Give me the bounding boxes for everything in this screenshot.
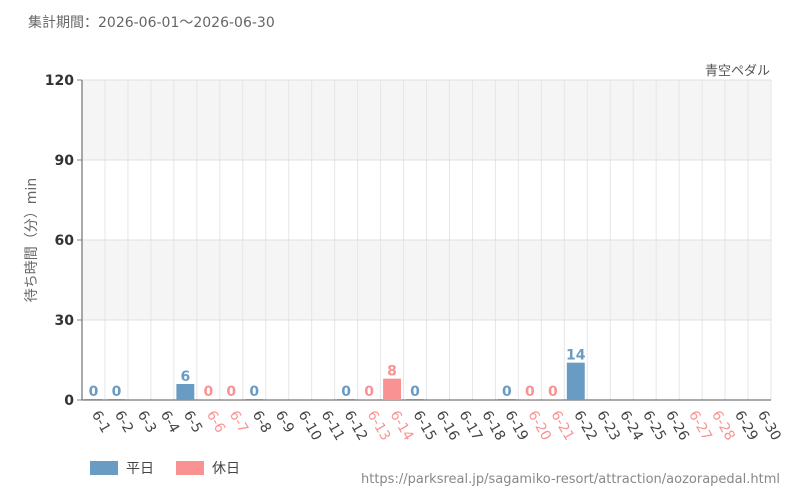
bar-value-label: 0	[548, 384, 558, 400]
bar-value-label: 0	[203, 384, 213, 400]
x-tick-label: 6-25	[639, 408, 669, 444]
bar-value-label: 0	[112, 384, 122, 400]
legend-weekday-swatch	[90, 461, 118, 475]
legend-weekday: 平日	[90, 458, 154, 478]
x-tick-label: 6-9	[272, 408, 297, 436]
bar-value-label: 8	[387, 364, 397, 380]
x-tick-label: 6-22	[570, 408, 600, 444]
x-tick-label: 6-4	[157, 408, 182, 436]
bar	[199, 399, 218, 400]
bar-value-label: 0	[502, 384, 512, 400]
x-tick-label: 6-13	[364, 408, 394, 444]
bar	[84, 399, 103, 400]
y-tick-label: 0	[64, 393, 74, 409]
x-tick-label: 6-27	[685, 408, 715, 444]
x-tick-label: 6-12	[341, 408, 371, 444]
x-tick-label: 6-26	[662, 408, 692, 444]
bar-value-label: 0	[525, 384, 535, 400]
x-tick-label: 6-6	[203, 408, 228, 436]
x-tick-label: 6-11	[318, 408, 348, 444]
bar-value-label: 0	[249, 384, 259, 400]
bar	[107, 399, 126, 400]
bar-value-label: 0	[364, 384, 374, 400]
source-url: https://parksreal.jp/sagamiko-resort/att…	[361, 472, 780, 487]
legend-holiday: 休日	[176, 458, 240, 478]
bar	[543, 399, 562, 400]
bar	[383, 378, 402, 400]
x-tick-label: 6-16	[433, 408, 463, 444]
bar-value-label: 14	[566, 348, 586, 364]
x-tick-label: 6-3	[134, 408, 159, 436]
x-tick-label: 6-8	[249, 408, 274, 436]
x-tick-label: 6-10	[295, 408, 325, 444]
bar	[520, 399, 539, 400]
bar	[360, 399, 379, 400]
legend: 平日 休日	[90, 458, 240, 478]
x-tick-label: 6-1	[88, 408, 113, 436]
x-tick-label: 6-30	[754, 408, 784, 444]
attraction-name: 青空ペダル	[704, 64, 770, 79]
bar	[176, 384, 195, 400]
bar-value-label: 0	[341, 384, 351, 400]
x-tick-label: 6-15	[410, 408, 440, 444]
bar	[566, 362, 585, 400]
x-tick-label: 6-28	[708, 408, 738, 444]
y-tick-label: 120	[45, 73, 74, 89]
x-tick-label: 6-5	[180, 408, 205, 436]
x-tick-label: 6-19	[501, 408, 531, 444]
bar	[245, 399, 264, 400]
legend-holiday-label: 休日	[212, 461, 240, 477]
bar-value-label: 0	[226, 384, 236, 400]
y-tick-label: 60	[55, 233, 75, 249]
x-tick-label: 6-18	[478, 408, 508, 444]
x-tick-label: 6-14	[387, 408, 417, 444]
bar-value-label: 6	[180, 369, 190, 385]
x-tick-label: 6-7	[226, 408, 251, 436]
y-tick-label: 30	[55, 313, 75, 329]
x-tick-label: 6-29	[731, 408, 761, 444]
bar	[406, 399, 424, 400]
x-tick-label: 6-20	[524, 408, 554, 444]
x-tick-label: 6-2	[111, 408, 136, 436]
wait-time-chart: 0306090120待ち時間（分）min6-106-206-36-46-566-…	[24, 73, 784, 444]
x-tick-label: 6-17	[455, 408, 485, 444]
period-label: 集計期間：2026-06-01～2026-06-30	[28, 15, 275, 31]
legend-holiday-swatch	[176, 461, 204, 475]
bar-value-label: 0	[410, 384, 420, 400]
x-tick-label: 6-21	[547, 408, 577, 444]
bar	[337, 399, 356, 400]
bar-value-label: 0	[89, 384, 99, 400]
bar	[497, 399, 516, 400]
bar	[222, 399, 241, 400]
x-tick-label: 6-23	[593, 408, 623, 444]
y-tick-label: 90	[55, 153, 75, 169]
legend-weekday-label: 平日	[126, 461, 154, 477]
x-tick-label: 6-24	[616, 408, 646, 444]
y-axis-label: 待ち時間（分）min	[24, 178, 40, 302]
